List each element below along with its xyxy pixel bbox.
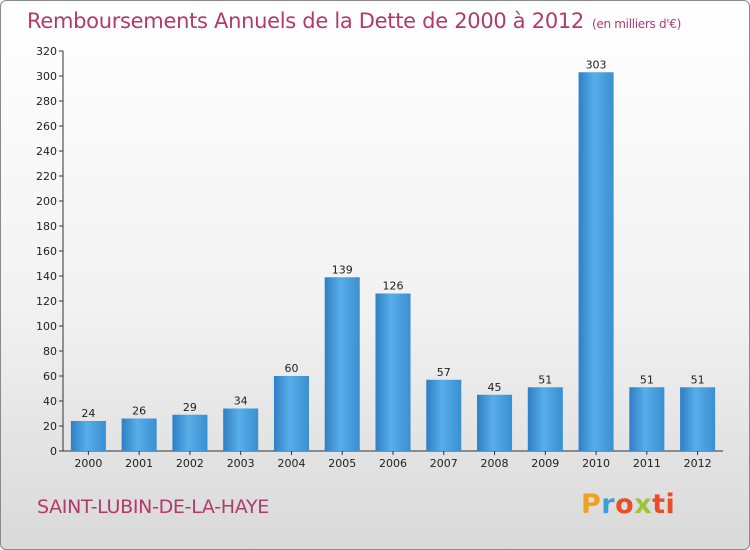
x-tick-label: 2012: [684, 457, 712, 470]
axes: 0 20 40 60 80 100 120 140 160 180 200 220 240 260 280 3…: [36, 45, 723, 470]
bar: [375, 293, 411, 451]
bar-value-label: 29: [183, 401, 197, 414]
x-tick-label: 2003: [227, 457, 255, 470]
bar: [629, 387, 665, 451]
bar: [527, 387, 563, 451]
y-tick-label: 140: [36, 270, 57, 283]
bar: [223, 408, 259, 451]
x-tick-label: 2005: [328, 457, 356, 470]
y-tick-label: 240: [36, 145, 57, 158]
y-tick-label: 0: [50, 445, 57, 458]
y-tick-label: 280: [36, 95, 57, 108]
bar-value-label: 51: [691, 373, 705, 386]
y-tick-label: 300: [36, 70, 57, 83]
bar: [578, 72, 614, 451]
y-tick-label: 120: [36, 295, 57, 308]
logo-letter: o: [615, 489, 635, 520]
proxiti-logo: Proxti: [581, 489, 675, 520]
x-tick-label: 2004: [277, 457, 305, 470]
logo-letter: P: [581, 489, 602, 520]
y-tick-label: 20: [43, 420, 57, 433]
x-tick-label: 2002: [176, 457, 204, 470]
bar: [680, 387, 716, 451]
bar-value-label: 126: [383, 280, 404, 293]
x-tick-label: 2001: [125, 457, 153, 470]
bar-value-label: 51: [640, 373, 654, 386]
bar-value-label: 60: [284, 362, 298, 375]
x-tick-label: 2011: [633, 457, 661, 470]
bar: [172, 414, 208, 451]
bar-value-label: 57: [437, 366, 451, 379]
logo-letter: x: [634, 489, 653, 520]
logo-letter: r: [601, 489, 616, 520]
bar-value-label: 45: [488, 381, 502, 394]
y-tick-label: 160: [36, 245, 57, 258]
y-tick-label: 200: [36, 195, 57, 208]
bar: [121, 418, 157, 451]
logo-letter: ti: [652, 489, 676, 520]
y-tick-label: 80: [43, 345, 57, 358]
bar: [273, 376, 309, 451]
y-tick-label: 260: [36, 120, 57, 133]
bars: 24 26 29 34 60 139 126 57 45 51 303 51 51: [70, 58, 716, 451]
chart-title-text: Remboursements Annuels de la Dette de 20…: [27, 9, 584, 33]
x-tick-label: 2006: [379, 457, 407, 470]
bar-value-label: 26: [132, 405, 146, 418]
chart-title: Remboursements Annuels de la Dette de 20…: [27, 9, 681, 33]
y-tick-label: 180: [36, 220, 57, 233]
y-tick-label: 60: [43, 370, 57, 383]
bar: [426, 379, 462, 451]
x-tick-label: 2010: [582, 457, 610, 470]
bar-value-label: 24: [81, 407, 95, 420]
x-tick-label: 2009: [531, 457, 559, 470]
y-tick-label: 40: [43, 395, 57, 408]
bar: [324, 277, 360, 451]
commune-name: SAINT-LUBIN-DE-LA-HAYE: [37, 496, 269, 518]
y-tick-label: 100: [36, 320, 57, 333]
x-tick-label: 2007: [430, 457, 458, 470]
bar-value-label: 34: [234, 395, 248, 408]
bar: [70, 421, 106, 451]
y-tick-label: 220: [36, 170, 57, 183]
bar-value-label: 51: [538, 373, 552, 386]
chart-unit-note: (en milliers d'€): [592, 17, 682, 31]
bar-value-label: 139: [332, 263, 353, 276]
x-tick-label: 2000: [74, 457, 102, 470]
y-tick-label: 320: [36, 45, 57, 58]
bar: [477, 394, 513, 451]
x-tick-label: 2008: [481, 457, 509, 470]
bar-value-label: 303: [586, 58, 607, 71]
